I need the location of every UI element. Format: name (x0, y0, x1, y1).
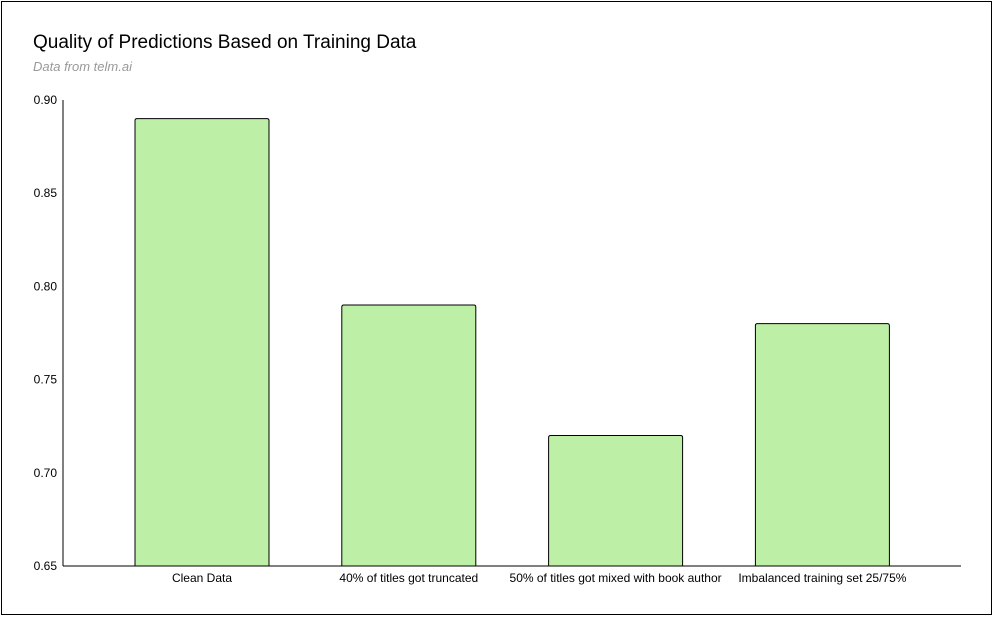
chart-title: Quality of Predictions Based on Training… (33, 32, 417, 53)
bar (754, 323, 890, 567)
y-tick-label: 0.75 (34, 373, 58, 387)
y-tick-label: 0.80 (34, 279, 58, 293)
y-tick-label: 0.65 (34, 559, 58, 573)
y-tick-label: 0.90 (34, 93, 58, 107)
bar (341, 304, 477, 567)
y-tick-label: 0.85 (34, 186, 58, 200)
x-category-label: 40% of titles got truncated (339, 571, 478, 585)
bar (548, 435, 684, 567)
bar (134, 118, 270, 567)
y-tick-label: 0.70 (34, 466, 58, 480)
chart-subtitle: Data from telm.ai (33, 59, 132, 74)
x-category-label: Imbalanced training set 25/75% (738, 571, 906, 585)
x-category-label: Clean Data (172, 571, 232, 585)
x-category-label: 50% of titles got mixed with book author (510, 571, 722, 585)
